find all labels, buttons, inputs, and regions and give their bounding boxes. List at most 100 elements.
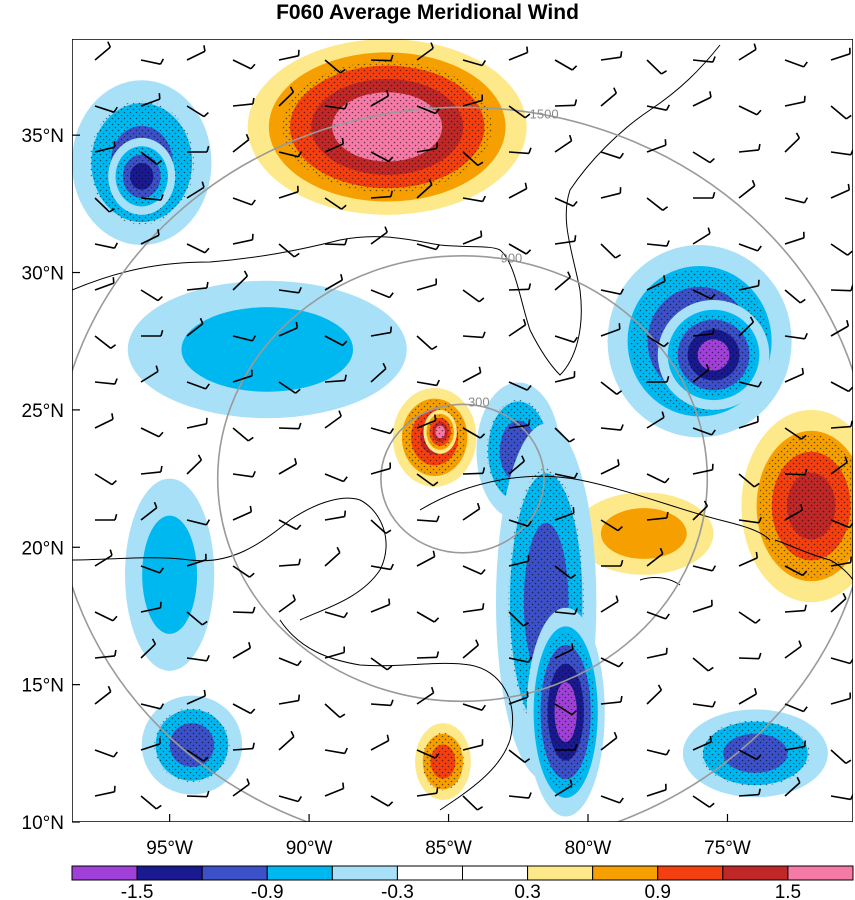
wind-barb-staff bbox=[232, 375, 253, 383]
wind-barb-staff bbox=[600, 289, 621, 295]
wind-barb-staff bbox=[186, 657, 207, 662]
wind-barb-staff bbox=[830, 105, 847, 120]
wind-barb-flag bbox=[796, 776, 801, 783]
wind-barb-staff bbox=[186, 795, 208, 798]
wind-barb-flag bbox=[801, 434, 807, 440]
wind-barb-staff bbox=[416, 611, 435, 623]
wind-barb-staff bbox=[784, 427, 803, 440]
wind-barb-flag bbox=[524, 758, 531, 763]
wind-barb-staff bbox=[232, 139, 250, 153]
wind-barb bbox=[462, 195, 487, 203]
wind-barb bbox=[140, 194, 164, 201]
wind-barb-flag bbox=[845, 759, 852, 765]
wind-barb-staff bbox=[738, 557, 758, 567]
wind-barb-staff bbox=[600, 381, 618, 395]
wind-barb bbox=[600, 731, 618, 751]
wind-barb-flag bbox=[111, 479, 117, 486]
wind-barb-staff bbox=[140, 607, 161, 613]
wind-barb bbox=[738, 788, 761, 797]
wind-barb-flag bbox=[757, 245, 762, 252]
wind-barb-flag bbox=[343, 611, 349, 618]
wind-barb-staff bbox=[738, 105, 758, 116]
wind-barb-flag bbox=[620, 51, 623, 58]
wind-barb bbox=[830, 692, 852, 705]
wind-barb bbox=[738, 179, 756, 199]
wind-barb-flag bbox=[758, 788, 761, 795]
wind-barb bbox=[784, 740, 807, 751]
wind-barb-staff bbox=[554, 784, 573, 797]
wind-barb-flag bbox=[252, 97, 255, 105]
wind-barb-staff bbox=[600, 600, 619, 613]
range-ring-1500 bbox=[72, 106, 853, 822]
wind-barb bbox=[186, 381, 210, 390]
wind-barb bbox=[278, 795, 303, 803]
wind-barb bbox=[738, 516, 762, 524]
wind-barb-staff bbox=[738, 611, 757, 624]
wind-barb bbox=[738, 473, 760, 488]
wind-barb bbox=[186, 519, 211, 526]
wind-barb-staff bbox=[462, 644, 479, 659]
wind-barb-staff bbox=[416, 656, 438, 659]
wind-barb-staff bbox=[738, 381, 759, 388]
wind-barb-flag bbox=[389, 326, 393, 333]
wind-barb-flag bbox=[389, 563, 395, 570]
wind-barb-flag bbox=[666, 376, 670, 383]
wind-barb-staff bbox=[600, 328, 621, 337]
wind-barb-flag bbox=[206, 146, 210, 153]
wind-barb-staff bbox=[692, 232, 711, 245]
wind-barb bbox=[324, 410, 342, 429]
wind-barb-staff bbox=[554, 512, 575, 521]
wind-barb-staff bbox=[324, 749, 345, 755]
wind-barb bbox=[186, 317, 204, 337]
wind-barb-staff bbox=[140, 370, 159, 383]
wind-barb-staff bbox=[646, 653, 667, 659]
wind-barb-staff bbox=[232, 103, 253, 107]
wind-barb-flag bbox=[292, 594, 296, 601]
wind-barb-staff bbox=[370, 368, 387, 383]
wind-barb-staff bbox=[600, 737, 618, 751]
wind-barb-flag bbox=[109, 549, 113, 556]
wind-barb bbox=[830, 592, 847, 613]
wind-barb-staff bbox=[140, 743, 161, 751]
wind-barbs-layer bbox=[94, 41, 853, 811]
range-ring-label: 1500 bbox=[530, 106, 559, 121]
wind-barb bbox=[232, 97, 255, 107]
wind-barb bbox=[94, 749, 118, 758]
wind-barb bbox=[324, 782, 345, 797]
wind-field-contour bbox=[142, 515, 198, 634]
wind-barb-staff bbox=[462, 197, 483, 203]
wind-barb bbox=[462, 289, 485, 303]
wind-barb bbox=[738, 749, 762, 761]
wind-barb-flag bbox=[156, 160, 163, 165]
wind-barb bbox=[370, 326, 393, 337]
wind-barb-staff bbox=[830, 461, 848, 475]
wind-barb-staff bbox=[600, 795, 621, 804]
wind-barb-staff bbox=[830, 189, 850, 199]
wind-barb-flag bbox=[203, 756, 209, 762]
wind-barb-staff bbox=[94, 473, 113, 486]
wind-barb bbox=[94, 197, 115, 213]
wind-barb bbox=[232, 565, 255, 578]
wind-barb-staff bbox=[462, 565, 482, 575]
wind-barb-flag bbox=[711, 565, 717, 572]
wind-barb bbox=[186, 611, 208, 626]
wind-barb-staff bbox=[830, 657, 851, 665]
wind-barb-flag bbox=[526, 46, 529, 53]
wind-barb-staff bbox=[508, 288, 530, 291]
wind-barb-staff bbox=[508, 187, 528, 199]
wind-barb-staff bbox=[232, 703, 252, 715]
wind-barb bbox=[94, 378, 118, 385]
wind-barb-staff bbox=[140, 289, 159, 302]
wind-barb-flag bbox=[434, 108, 440, 114]
wind-barb-staff bbox=[416, 692, 435, 705]
wind-barb-flag bbox=[294, 457, 298, 465]
wind-barb-staff bbox=[600, 192, 621, 199]
wind-barb-flag bbox=[567, 271, 572, 278]
wind-barb bbox=[186, 689, 207, 705]
colorbar-bin bbox=[266, 865, 333, 881]
wind-barb bbox=[278, 86, 295, 107]
wind-barb-staff bbox=[232, 239, 253, 245]
wind-barb-staff bbox=[738, 693, 757, 705]
significance-stipple bbox=[758, 433, 853, 579]
